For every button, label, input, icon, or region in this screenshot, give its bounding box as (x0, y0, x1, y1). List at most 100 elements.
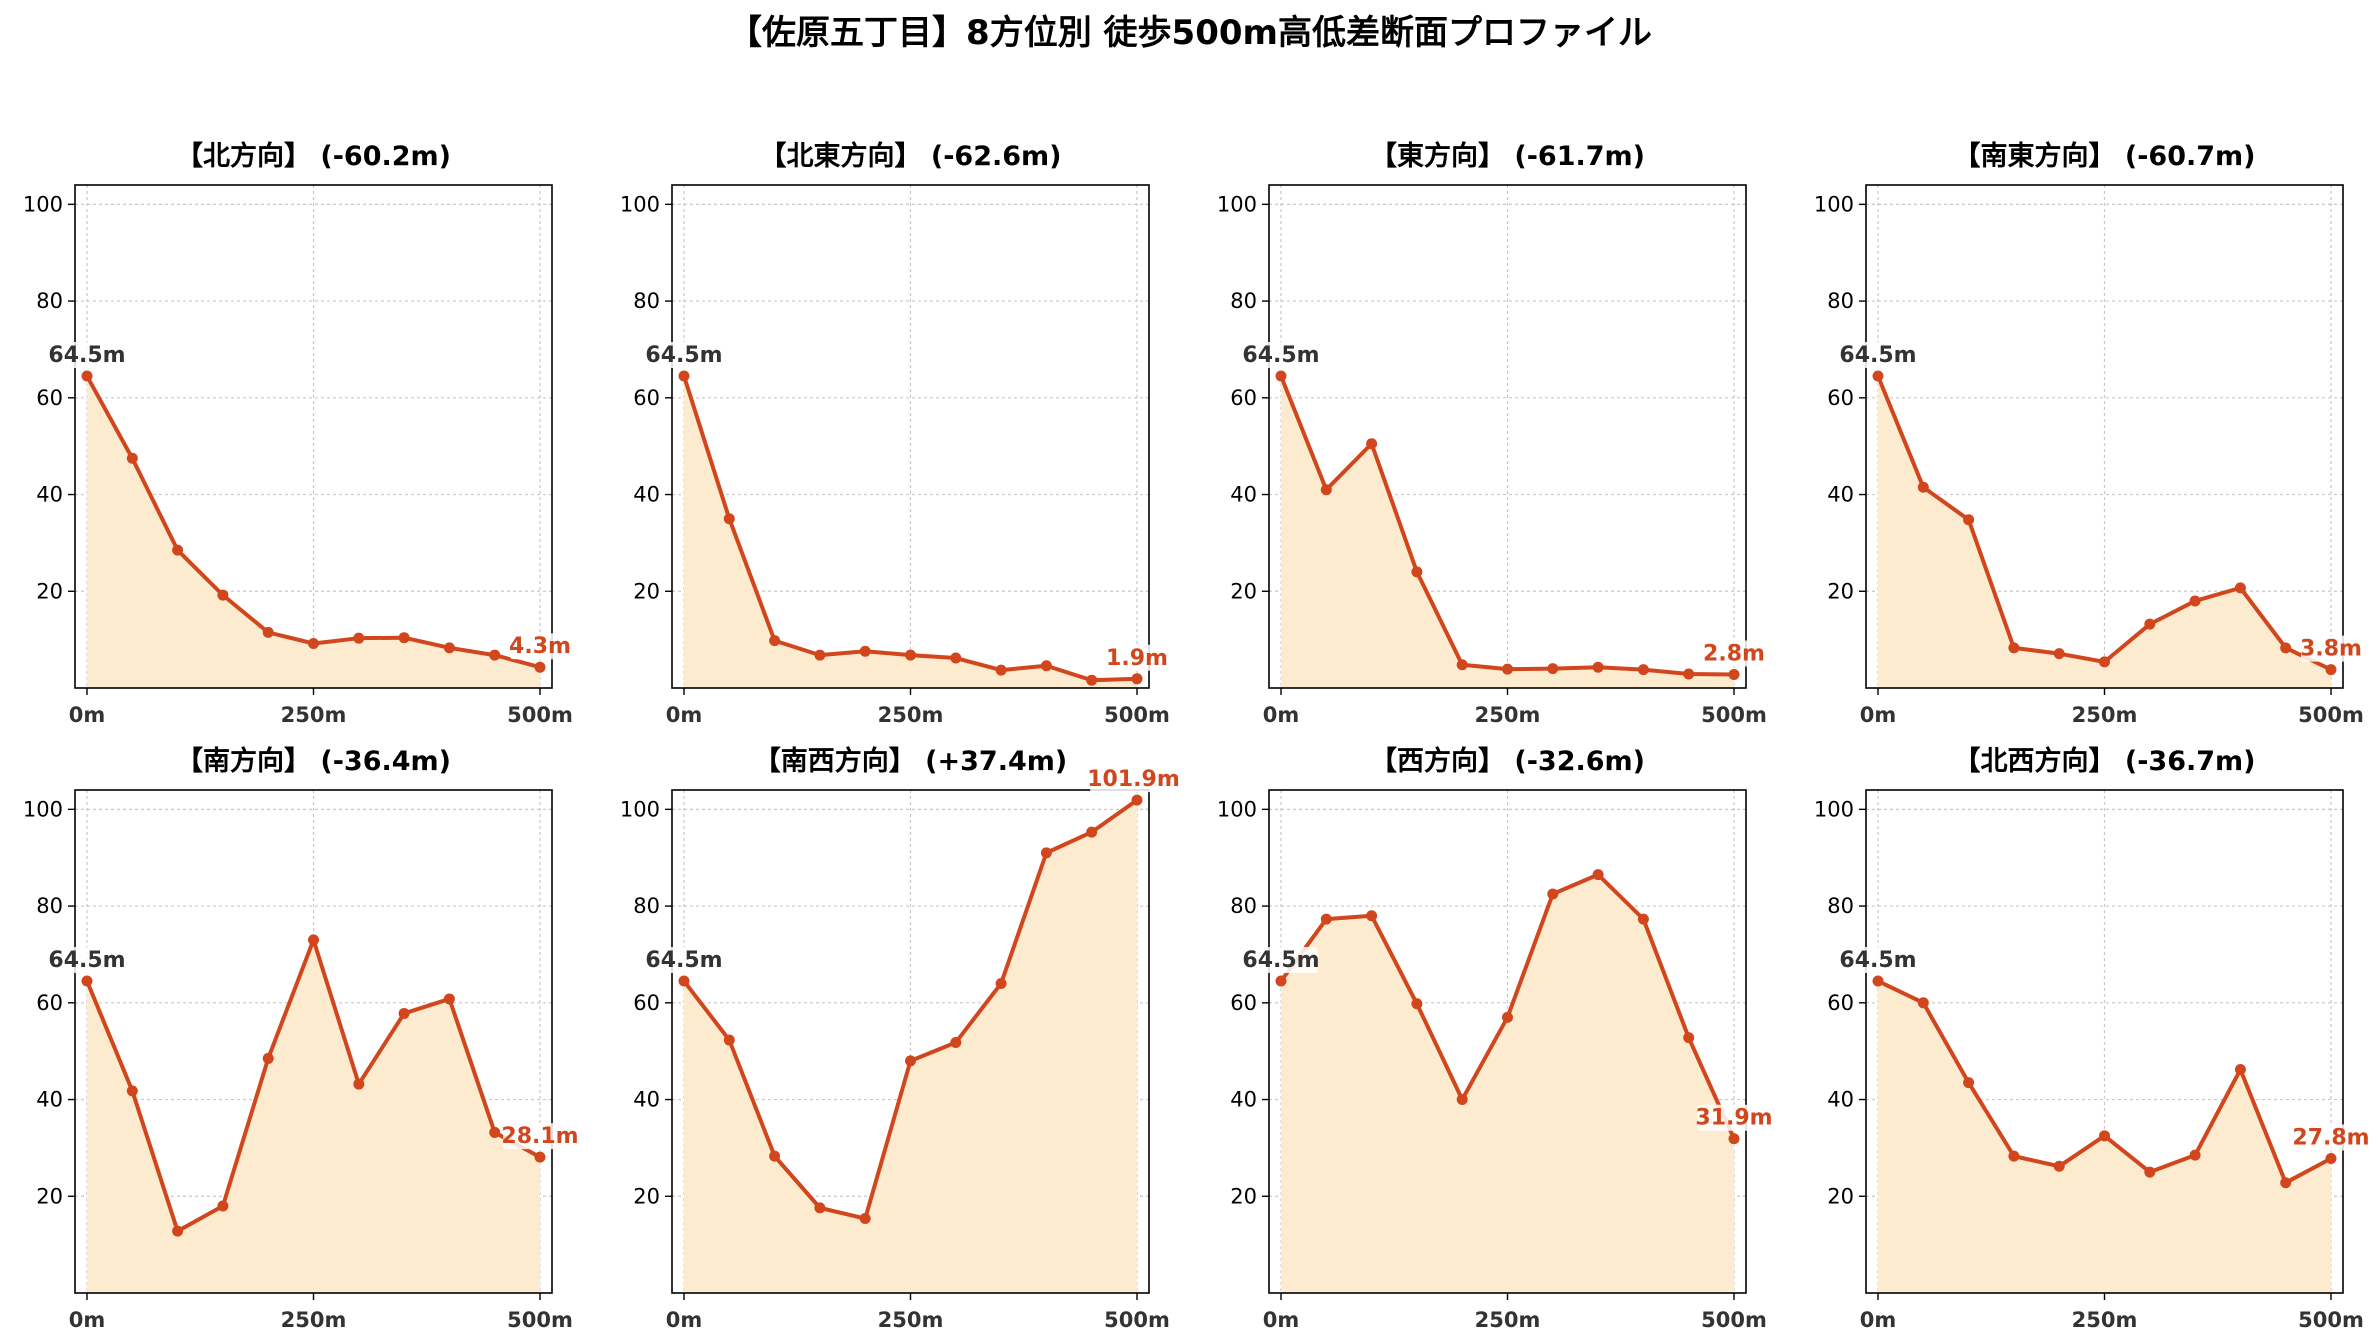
data-point (1131, 794, 1143, 806)
y-tick-label: 40 (1827, 1088, 1854, 1112)
y-tick-label: 100 (620, 797, 660, 821)
start-value-label: 64.5m (645, 343, 722, 368)
data-point (353, 632, 365, 644)
y-tick-label: 80 (1230, 894, 1257, 918)
y-tick-label: 40 (36, 1088, 63, 1112)
x-tick-label: 0m (69, 1308, 106, 1332)
x-tick-label: 250m (2072, 703, 2138, 727)
data-point (2008, 642, 2020, 654)
x-tick-label: 250m (281, 1308, 347, 1332)
end-value-label-bg (1704, 640, 1764, 667)
start-value-label: 64.5m (645, 948, 722, 973)
end-value-label-bg (510, 633, 570, 660)
data-point (995, 977, 1007, 989)
data-point (2325, 664, 2337, 676)
end-value-label: 31.9m (1695, 1106, 1772, 1131)
data-point (1411, 566, 1423, 578)
y-tick-label: 100 (1814, 192, 1854, 216)
start-value-label: 64.5m (1242, 343, 1319, 368)
data-point (1547, 663, 1559, 675)
data-point (1040, 660, 1052, 672)
start-value-label-group: 64.5m (1242, 947, 1320, 974)
data-point (814, 1202, 826, 1214)
data-point (534, 661, 546, 673)
area-fill (684, 376, 1137, 688)
start-value-label: 64.5m (1839, 343, 1916, 368)
x-tick-label: 250m (878, 1308, 944, 1332)
area-fill (1878, 376, 2331, 688)
data-point (308, 638, 319, 650)
data-point (126, 452, 138, 464)
start-value-label-bg (1244, 947, 1318, 974)
start-value-label: 64.5m (1242, 948, 1319, 973)
data-point (126, 1085, 138, 1097)
x-tick-label: 0m (1263, 703, 1300, 727)
x-tick-label: 500m (1104, 1308, 1170, 1332)
data-point (1637, 913, 1649, 925)
end-value-label: 2.8m (1703, 641, 1765, 666)
data-point (1963, 1077, 1975, 1089)
area-fill (1281, 376, 1734, 688)
y-tick-label: 20 (1827, 579, 1854, 603)
panel-title: 【北東方向】 (-62.6m) (759, 140, 1061, 172)
end-value-label: 27.8m (2292, 1126, 2369, 1151)
x-tick-label: 0m (666, 1308, 703, 1332)
data-point (769, 1150, 781, 1162)
y-tick-label: 80 (36, 289, 63, 313)
x-tick-label: 250m (2072, 1308, 2138, 1332)
start-value-label-group: 64.5m (1839, 342, 1917, 369)
end-value-label: 4.3m (509, 634, 571, 659)
data-point (2325, 1153, 2337, 1165)
y-tick-label: 20 (1827, 1184, 1854, 1208)
y-tick-label: 20 (633, 1184, 660, 1208)
y-tick-label: 60 (633, 991, 660, 1015)
x-tick-label: 250m (1475, 1308, 1541, 1332)
data-point (1872, 370, 1884, 382)
x-tick-label: 500m (1104, 703, 1170, 727)
y-tick-label: 80 (633, 894, 660, 918)
area-fill (87, 939, 540, 1293)
data-point (217, 589, 229, 601)
x-tick-label: 250m (281, 703, 347, 727)
start-value-label-group: 64.5m (1839, 947, 1917, 974)
y-tick-label: 100 (620, 192, 660, 216)
x-tick-label: 500m (507, 1308, 573, 1332)
end-value-label-group: 2.8m (1703, 640, 1765, 667)
data-point (1592, 869, 1604, 881)
x-tick-label: 0m (69, 703, 106, 727)
data-point (1683, 1032, 1695, 1044)
data-point (723, 1034, 735, 1046)
y-tick-label: 60 (633, 386, 660, 410)
start-value-label-group: 64.5m (645, 342, 723, 369)
start-value-label-bg (647, 947, 721, 974)
x-tick-label: 250m (878, 703, 944, 727)
data-point (1086, 674, 1098, 686)
data-point (398, 632, 410, 644)
data-point (443, 642, 455, 654)
panel-title: 【南東方向】 (-60.7m) (1953, 140, 2255, 172)
data-point (1086, 826, 1098, 838)
y-tick-label: 100 (23, 797, 63, 821)
x-tick-label: 500m (2298, 703, 2364, 727)
end-value-label-group: 28.1m (501, 1123, 579, 1150)
y-tick-label: 60 (1827, 386, 1854, 410)
data-point (217, 1200, 229, 1212)
data-point (2189, 1149, 2201, 1161)
data-point (1963, 514, 1975, 526)
data-point (489, 649, 501, 661)
data-point (81, 370, 93, 382)
y-tick-label: 100 (1814, 797, 1854, 821)
area-fill (1281, 874, 1734, 1293)
x-tick-label: 250m (1475, 703, 1541, 727)
data-point (308, 934, 319, 946)
y-tick-label: 40 (633, 483, 660, 507)
data-point (1728, 1133, 1740, 1145)
start-value-label: 64.5m (1839, 948, 1916, 973)
y-tick-label: 20 (36, 579, 63, 603)
x-tick-label: 500m (507, 703, 573, 727)
data-point (1502, 1011, 1513, 1023)
y-tick-label: 80 (1827, 289, 1854, 313)
data-point (2280, 642, 2292, 654)
